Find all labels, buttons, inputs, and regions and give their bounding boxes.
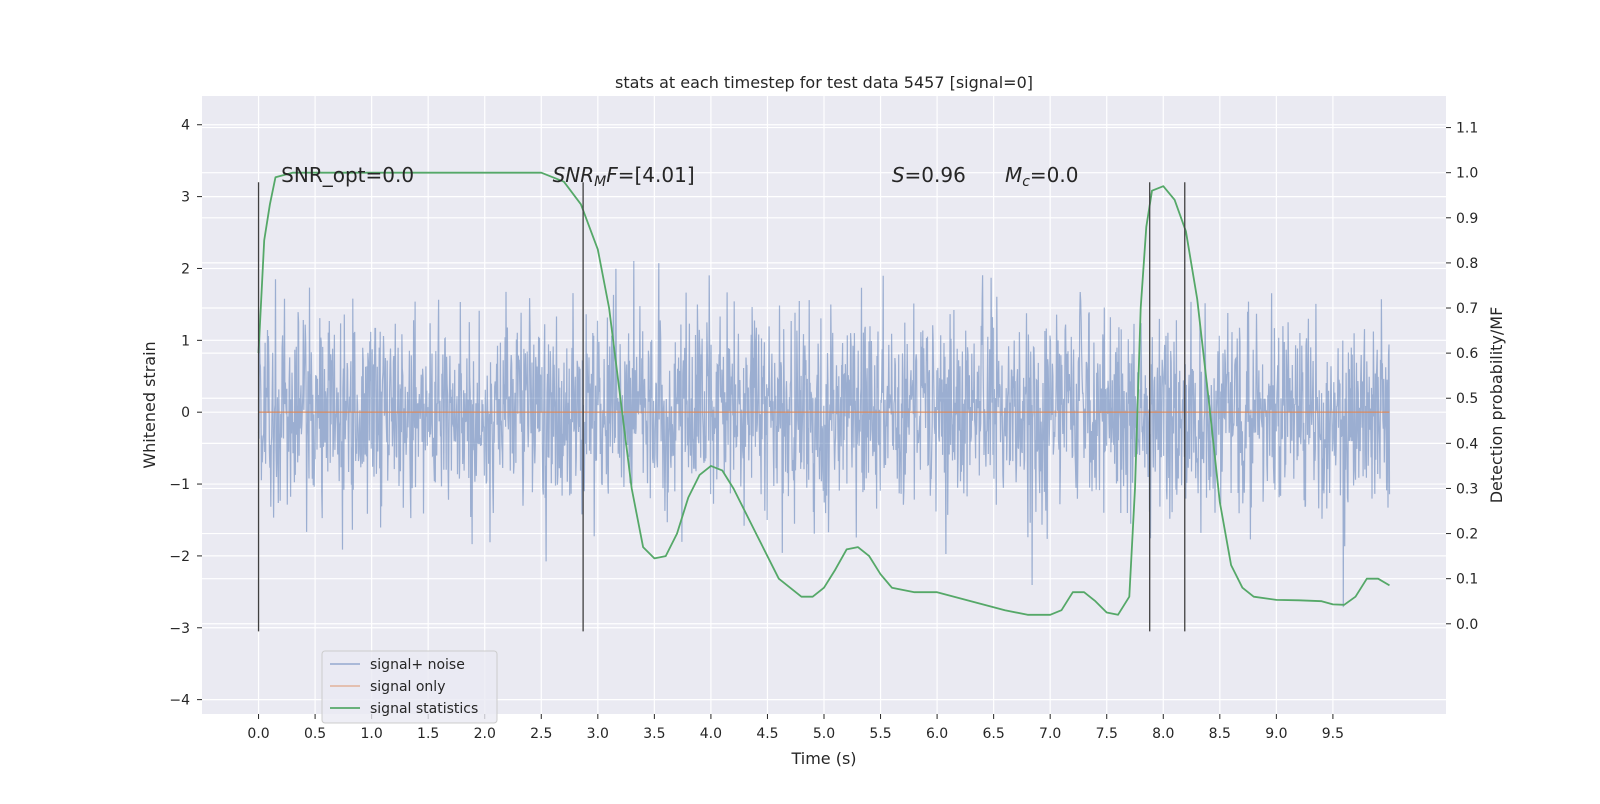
x-tick-label: 2.5 [530, 726, 552, 742]
x-tick-label: 2.0 [474, 726, 496, 742]
noise-series-layer [257, 260, 1391, 608]
vlines-layer [257, 182, 1186, 632]
y2-tick-label: 0.5 [1456, 391, 1478, 407]
x-tick-label: 0.5 [304, 726, 326, 742]
x-axis-ticks: 0.0 0.5 1.0 1.5 2.0 2.5 3.0 3.5 4.0 4.5 5.0 5.5 6.0 6… [247, 714, 1344, 742]
x-tick-label: 4.0 [700, 726, 722, 742]
y-tick-label: −1 [169, 477, 190, 493]
annotation-text: SNR_opt=0.0 [281, 163, 414, 187]
y2-tick-label: 1.0 [1456, 166, 1478, 182]
signal-statistics-line [257, 171, 1390, 616]
x-tick-label: 3.0 [587, 726, 609, 742]
y-tick-label: 4 [181, 118, 190, 134]
signal-noise-line [257, 260, 1391, 608]
y2-tick-label: 0.7 [1456, 301, 1478, 317]
x-tick-label: 5.0 [813, 726, 835, 742]
annotations-layer: SNR_opt=0.0 SNRMF=[4.01] S=0.96 Mc=0.0 [281, 163, 1078, 190]
y-tick-label: 2 [181, 261, 190, 277]
x-tick-label: 8.0 [1152, 726, 1174, 742]
y2-tick-label: 0.0 [1456, 617, 1478, 633]
y2-tick-label: 0.2 [1456, 527, 1478, 543]
chart-title: stats at each timestep for test data 545… [615, 73, 1033, 92]
x-tick-label: 1.0 [361, 726, 383, 742]
legend-box [321, 650, 498, 724]
x-tick-label: 1.5 [417, 726, 439, 742]
y2-tick-label: 0.4 [1456, 436, 1478, 452]
y2-tick-label: 0.8 [1456, 256, 1478, 272]
y-tick-label: 1 [181, 333, 190, 349]
y2-tick-label: 0.1 [1456, 572, 1478, 588]
y-tick-label: −2 [169, 549, 190, 565]
x-axis-label: Time (s) [790, 749, 856, 768]
annotation-text: SNRMF=[4.01] [553, 163, 695, 190]
y2-axis-ticks: 1.1 1.0 0.9 0.8 0.7 0.6 0.5 0.4 0.3 0.2 0.1 0.0 [1446, 121, 1478, 633]
lines-layer [257, 171, 1390, 616]
legend-label-signal-noise: signal+ noise [370, 657, 465, 673]
y2-tick-label: 1.1 [1456, 121, 1478, 137]
x-tick-label: 5.5 [869, 726, 891, 742]
x-tick-label: 0.0 [247, 726, 269, 742]
y-tick-label: 0 [181, 405, 190, 421]
x-tick-label: 9.0 [1265, 726, 1287, 742]
y-axis-ticks: 4 3 2 1 0 −1 −2 −3 −4 [169, 118, 202, 709]
y2-axis-label: Detection probability/MF [1487, 307, 1506, 504]
x-tick-label: 4.5 [756, 726, 778, 742]
x-tick-label: 3.5 [643, 726, 665, 742]
y-tick-label: −3 [169, 621, 190, 637]
x-tick-label: 6.0 [926, 726, 948, 742]
annotation-text: Mc=0.0 [1005, 163, 1079, 190]
x-tick-label: 8.5 [1209, 726, 1231, 742]
y-tick-label: −4 [169, 693, 190, 709]
y-axis-label: Whitened strain [140, 341, 159, 468]
annotation-text: S=0.96 [892, 163, 966, 187]
x-tick-label: 7.5 [1096, 726, 1118, 742]
legend-label-signal-statistics: signal statistics [370, 701, 478, 717]
y2-tick-label: 0.6 [1456, 346, 1478, 362]
y2-tick-label: 0.3 [1456, 481, 1478, 497]
y-tick-label: 3 [181, 190, 190, 206]
x-tick-label: 7.0 [1039, 726, 1061, 742]
x-tick-label: 9.5 [1322, 726, 1344, 742]
legend-label-signal-only: signal only [370, 679, 445, 695]
y2-tick-label: 0.9 [1456, 211, 1478, 227]
legend: signal+ noise signal only signal statist… [321, 650, 498, 724]
x-tick-label: 6.5 [983, 726, 1005, 742]
